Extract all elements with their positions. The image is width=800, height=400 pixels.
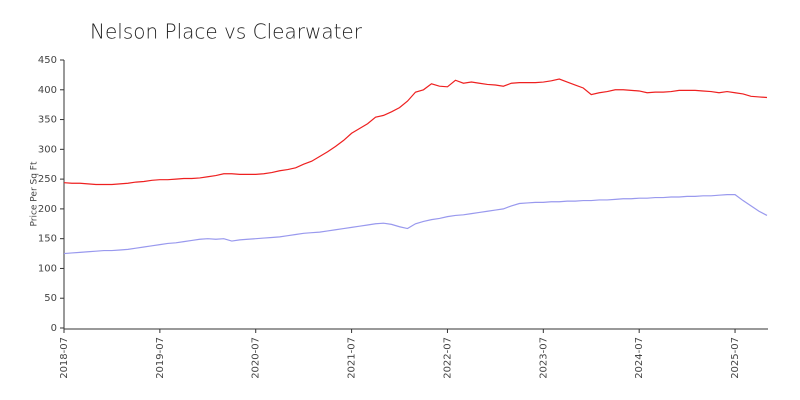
x-tick-label: 2024-07 xyxy=(634,337,645,379)
y-tick-label: 300 xyxy=(38,144,57,155)
y-tick-label: 0 xyxy=(51,323,57,334)
series-line xyxy=(63,78,768,186)
y-axis-label: Price Per Sq Ft xyxy=(30,161,40,226)
y-tick-label: 150 xyxy=(38,234,57,245)
x-tick-label: 2019-07 xyxy=(155,337,166,379)
x-tick-label: 2022-07 xyxy=(442,337,453,379)
y-tick-label: 350 xyxy=(38,115,57,126)
x-tick-label: 2025-07 xyxy=(730,337,741,379)
series-line xyxy=(63,194,768,255)
y-tick-label: 450 xyxy=(38,55,57,66)
y-tick-label: 100 xyxy=(38,263,57,274)
x-tick-label: 2023-07 xyxy=(538,337,549,379)
x-tick-label: 2021-07 xyxy=(347,337,358,379)
y-tick-label: 250 xyxy=(38,174,57,185)
y-tick-label: 200 xyxy=(38,204,57,215)
x-tick-label: 2020-07 xyxy=(251,337,262,379)
chart-title: Nelson Place vs Clearwater xyxy=(90,20,363,44)
y-tick-label: 50 xyxy=(44,293,57,304)
y-tick-label: 400 xyxy=(38,85,57,96)
x-tick-label: 2018-07 xyxy=(59,337,70,379)
